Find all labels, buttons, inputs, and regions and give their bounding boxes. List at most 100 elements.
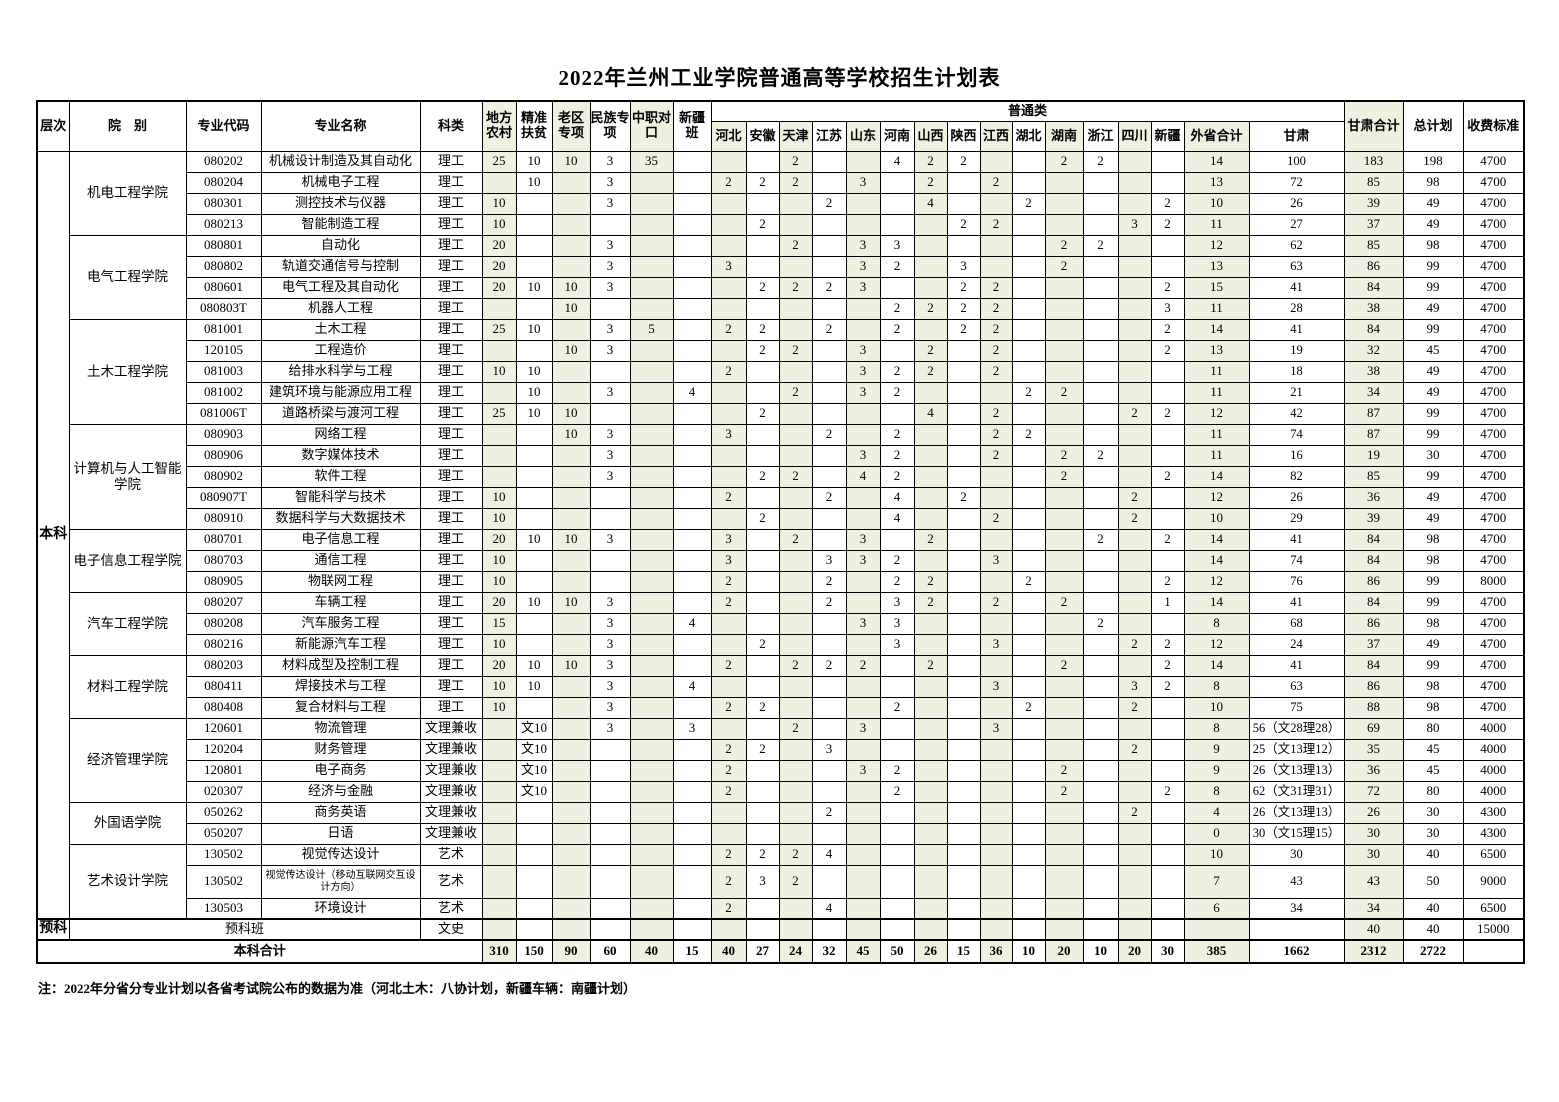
value-cell: 3 xyxy=(811,549,847,572)
value-cell xyxy=(551,696,591,719)
value-cell: 3 xyxy=(845,528,881,551)
value-cell: 2 xyxy=(946,276,981,299)
value-cell: 2 xyxy=(1011,192,1046,215)
value-cell xyxy=(629,801,674,824)
value-cell xyxy=(1117,318,1152,341)
value-cell xyxy=(515,192,553,215)
value-cell xyxy=(710,675,747,698)
subject-type-cell: 理工 xyxy=(419,528,483,551)
table-row: 081003 给排水科学与工程 理工 10 10 2 3 2 2 2 11 18 38 49 4700 xyxy=(37,360,1525,383)
value-cell: 3 xyxy=(589,675,631,698)
value-cell: 15 xyxy=(672,939,712,964)
value-cell xyxy=(551,171,591,194)
value-cell: 10 xyxy=(1011,939,1046,964)
value-cell: 11 xyxy=(1183,213,1250,236)
major-name-cell: 土木工程 xyxy=(260,318,421,341)
value-cell xyxy=(811,696,847,719)
major-name-cell: 材料成型及控制工程 xyxy=(260,654,421,677)
value-cell: 10 xyxy=(481,213,517,236)
value-cell: 2 xyxy=(710,318,747,341)
value-cell: 10 xyxy=(551,423,591,446)
value-cell xyxy=(811,150,847,173)
value-cell xyxy=(629,864,674,899)
value-cell: 2 xyxy=(979,318,1013,341)
value-cell xyxy=(672,780,712,803)
value-cell: 99 xyxy=(1402,423,1464,446)
value-cell xyxy=(913,318,948,341)
value-cell: 11 xyxy=(1183,444,1250,467)
value-cell xyxy=(1011,444,1046,467)
value-cell: 13 xyxy=(1183,255,1250,278)
value-cell xyxy=(811,234,847,257)
major-code-cell: 081001 xyxy=(185,318,262,341)
value-cell: 6500 xyxy=(1462,897,1525,920)
value-cell xyxy=(551,549,591,572)
major-code-cell: 080703 xyxy=(185,549,262,572)
value-cell xyxy=(1011,612,1046,635)
value-cell xyxy=(745,759,780,782)
value-cell xyxy=(879,276,915,299)
value-cell: 82 xyxy=(1248,465,1345,488)
col-header-special: 中职对口 xyxy=(629,100,674,152)
table-row: 120801 电子商务 文理兼收 文10 2 3 2 2 9 26（文13理13） 36 45 4000 xyxy=(37,759,1525,782)
value-cell: 99 xyxy=(1402,318,1464,341)
value-cell xyxy=(745,918,780,941)
value-cell: 4700 xyxy=(1462,444,1525,467)
value-cell xyxy=(1044,486,1084,509)
value-cell xyxy=(1011,171,1046,194)
col-header-province: 江苏 xyxy=(811,120,847,152)
value-cell: 12 xyxy=(1183,633,1250,656)
value-cell: 2 xyxy=(913,339,948,362)
value-cell: 2722 xyxy=(1402,939,1464,964)
major-code-cell: 080204 xyxy=(185,171,262,194)
value-cell xyxy=(1082,654,1119,677)
value-cell: 14 xyxy=(1183,318,1250,341)
college-cell: 经济管理学院 xyxy=(68,717,187,803)
value-cell: 2 xyxy=(745,402,780,425)
value-cell xyxy=(778,633,813,656)
value-cell xyxy=(672,360,712,383)
value-cell xyxy=(551,192,591,215)
value-cell xyxy=(515,570,553,593)
value-cell: 26 xyxy=(1248,192,1345,215)
value-cell xyxy=(845,213,881,236)
value-cell: 25 xyxy=(481,150,517,173)
college-cell: 电气工程学院 xyxy=(68,234,187,320)
value-cell: 2 xyxy=(1117,507,1152,530)
value-cell xyxy=(946,759,981,782)
value-cell: 3 xyxy=(710,423,747,446)
value-cell: 13 xyxy=(1183,339,1250,362)
value-cell xyxy=(913,696,948,719)
value-cell: 16 xyxy=(1248,444,1345,467)
value-cell xyxy=(672,213,712,236)
value-cell: 29 xyxy=(1248,507,1345,530)
value-cell: 3 xyxy=(979,549,1013,572)
subject-type-cell: 理工 xyxy=(419,465,483,488)
major-code-cell: 081006T xyxy=(185,402,262,425)
subject-type-cell: 理工 xyxy=(419,675,483,698)
value-cell xyxy=(811,444,847,467)
value-cell: 2 xyxy=(979,276,1013,299)
value-cell: 2 xyxy=(811,276,847,299)
value-cell xyxy=(710,234,747,257)
value-cell xyxy=(845,591,881,614)
value-cell xyxy=(629,486,674,509)
value-cell: 10 xyxy=(515,276,553,299)
college-cell: 电子信息工程学院 xyxy=(68,528,187,593)
value-cell: 10 xyxy=(515,360,553,383)
value-cell xyxy=(515,918,553,941)
value-cell xyxy=(672,297,712,320)
value-cell: 10 xyxy=(1183,696,1250,719)
value-cell xyxy=(1044,822,1084,845)
value-cell: 2 xyxy=(778,654,813,677)
subject-type-cell: 理工 xyxy=(419,486,483,509)
value-cell xyxy=(551,507,591,530)
value-cell xyxy=(979,528,1013,551)
value-cell xyxy=(1082,801,1119,824)
value-cell xyxy=(589,360,631,383)
value-cell: 100 xyxy=(1248,150,1345,173)
value-cell xyxy=(589,780,631,803)
value-cell xyxy=(745,381,780,404)
value-cell xyxy=(481,801,517,824)
major-code-cell: 080907T xyxy=(185,486,262,509)
